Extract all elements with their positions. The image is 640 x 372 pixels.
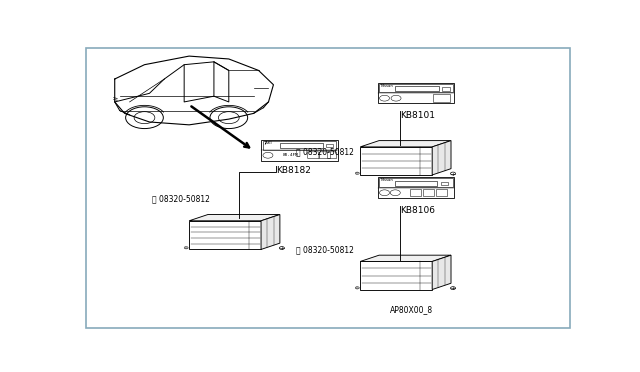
Text: KB8106: KB8106 [400, 206, 435, 215]
Text: AP80X00_8: AP80X00_8 [390, 305, 433, 314]
Text: Nissan: Nissan [381, 178, 394, 182]
Text: Nissan: Nissan [381, 84, 394, 88]
Text: Ⓢ 08320-50812: Ⓢ 08320-50812 [152, 195, 210, 204]
Bar [441, 182, 449, 185]
Polygon shape [360, 255, 451, 262]
Bar [378, 83, 454, 103]
Bar [410, 189, 420, 196]
Bar [379, 84, 453, 92]
Bar [280, 143, 323, 148]
Polygon shape [360, 141, 451, 147]
Bar [436, 189, 447, 196]
Bar [433, 94, 450, 102]
Bar [326, 144, 333, 147]
Bar [360, 262, 432, 289]
Bar [394, 180, 436, 186]
Bar [262, 141, 337, 150]
Bar [261, 140, 338, 161]
Text: KB8101: KB8101 [400, 111, 435, 120]
Bar [379, 179, 453, 187]
Text: Ⓢ 08320-50812: Ⓢ 08320-50812 [296, 148, 354, 157]
Polygon shape [261, 215, 280, 250]
Bar [423, 189, 434, 196]
Polygon shape [432, 141, 451, 175]
Bar [189, 221, 261, 250]
Bar [442, 87, 450, 90]
Bar [394, 86, 439, 91]
Bar [378, 177, 454, 198]
Polygon shape [432, 255, 451, 289]
Bar [360, 147, 432, 175]
Text: 88.4FM: 88.4FM [283, 153, 298, 157]
Text: Ⓢ 08320-50812: Ⓢ 08320-50812 [296, 245, 354, 254]
Polygon shape [189, 215, 280, 221]
Text: KB8182: KB8182 [276, 166, 311, 175]
Text: JAKI: JAKI [264, 141, 272, 145]
